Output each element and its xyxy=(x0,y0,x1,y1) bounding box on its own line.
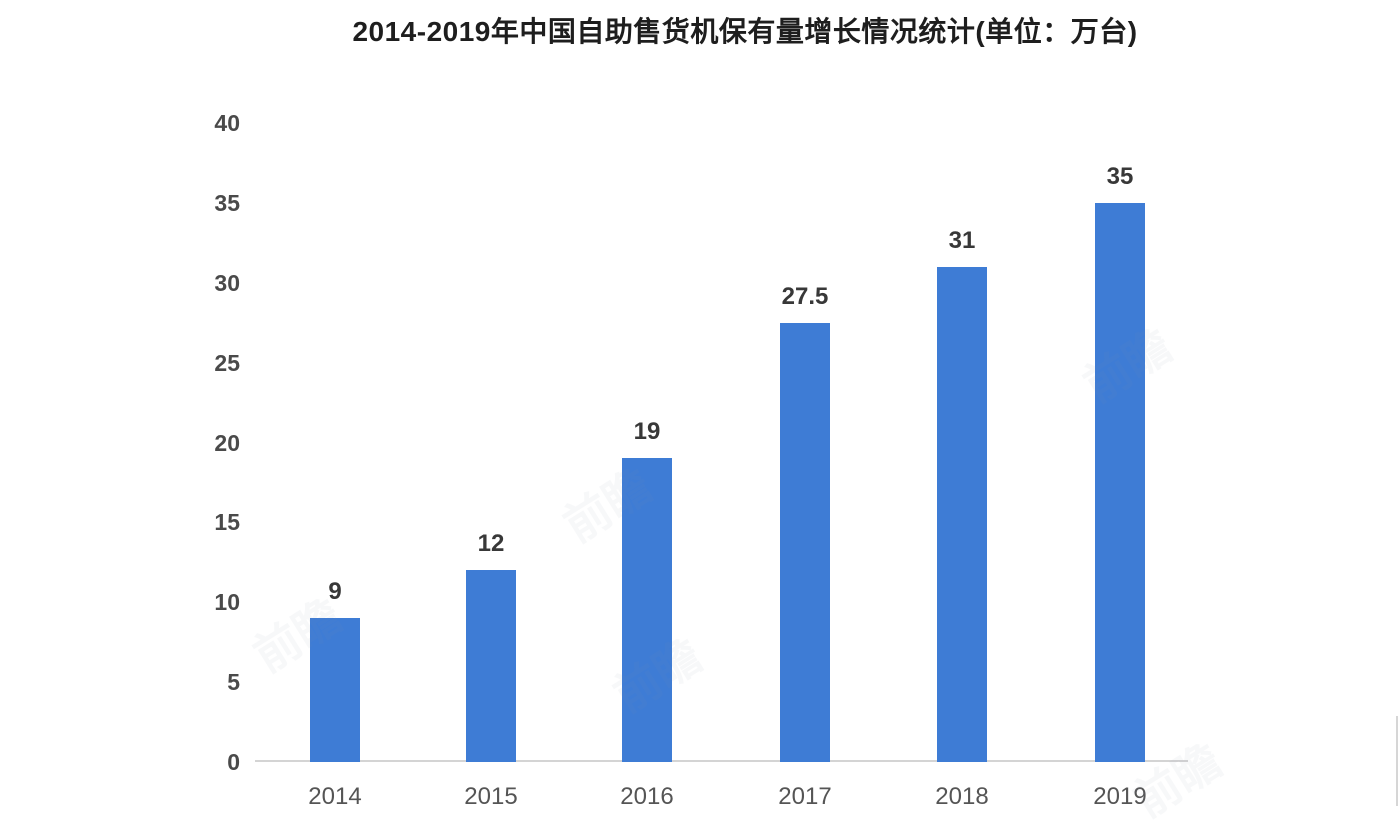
y-axis-tick-label: 25 xyxy=(214,349,240,376)
y-axis-tick-label: 40 xyxy=(214,110,240,136)
chart-title: 2014-2019年中国自助售货机保有量增长情况统计(单位：万台) xyxy=(352,16,1138,47)
y-axis-tick-label: 30 xyxy=(214,269,240,296)
y-axis-tick-label: 0 xyxy=(227,749,240,775)
screen-edge-artifact xyxy=(1396,716,1398,806)
x-axis-category-label: 2014 xyxy=(308,783,362,810)
bar-value-label: 27.5 xyxy=(781,282,829,310)
y-axis-tick-label: 15 xyxy=(214,509,240,536)
bar-2017 xyxy=(780,322,830,762)
x-axis-line xyxy=(255,760,1188,762)
bar-value-label: 35 xyxy=(1106,162,1134,190)
x-axis-category-label: 2018 xyxy=(935,783,989,810)
bar-value-label: 9 xyxy=(328,578,342,606)
bar-value-label: 19 xyxy=(633,418,661,446)
bar-2016 xyxy=(622,458,672,762)
bar-2015 xyxy=(466,570,516,762)
y-axis-tick-label: 20 xyxy=(214,429,240,456)
y-axis-tick-label: 10 xyxy=(214,589,240,616)
bar-2014 xyxy=(310,618,360,762)
x-axis-category-label: 2017 xyxy=(778,783,832,810)
y-axis-tick-label: 35 xyxy=(214,189,240,216)
x-axis-category-label: 2019 xyxy=(1093,783,1147,810)
bar-value-label: 31 xyxy=(948,226,976,254)
bar-2019 xyxy=(1095,202,1145,762)
bar-2018 xyxy=(937,266,987,762)
y-axis-tick-label: 5 xyxy=(227,669,240,696)
x-axis-category-label: 2015 xyxy=(464,783,518,810)
bar-value-label: 12 xyxy=(477,530,505,558)
x-axis-category-label: 2016 xyxy=(620,783,674,810)
